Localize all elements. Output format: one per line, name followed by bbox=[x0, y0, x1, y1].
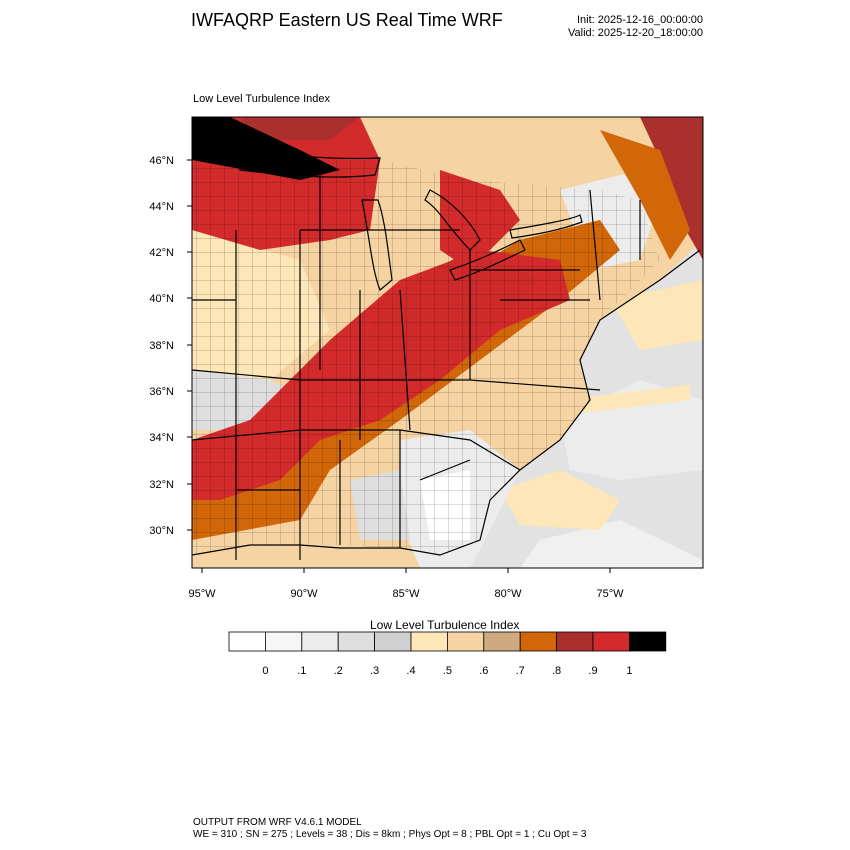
colorbar-swatch bbox=[446, 631, 485, 652]
init-valid-times: Init: 2025-12-16_00:00:00 Valid: 2025-12… bbox=[568, 14, 703, 40]
model-footer: OUTPUT FROM WRF V4.6.1 MODEL WE = 310 ; … bbox=[193, 817, 586, 841]
colorbar-swatch bbox=[410, 631, 448, 652]
colorbar-label: .6 bbox=[479, 665, 488, 677]
plot-title: IWFAQRP Eastern US Real Time WRF bbox=[191, 10, 503, 30]
colorbar-label: .9 bbox=[588, 665, 597, 677]
lat-label: 40°N bbox=[149, 293, 174, 305]
colorbar-swatch bbox=[483, 631, 521, 652]
lat-axis bbox=[187, 159, 192, 531]
colorbar-label: .7 bbox=[516, 665, 525, 677]
lat-label: 30°N bbox=[149, 525, 174, 537]
lon-label: 90°W bbox=[290, 588, 318, 600]
init-time: Init: 2025-12-16_00:00:00 bbox=[577, 14, 703, 26]
map-subtitle: Low Level Turbulence Index bbox=[193, 93, 330, 105]
lat-label: 36°N bbox=[149, 386, 174, 398]
colorbar-label: 1 bbox=[626, 665, 632, 677]
lat-label: 38°N bbox=[149, 340, 174, 352]
valid-time: Valid: 2025-12-20_18:00:00 bbox=[568, 27, 703, 39]
lat-label: 46°N bbox=[149, 155, 174, 167]
map-field bbox=[192, 117, 703, 568]
colorbar-swatch bbox=[264, 631, 303, 652]
lat-label: 34°N bbox=[149, 432, 174, 444]
lon-label: 95°W bbox=[188, 588, 216, 600]
colorbar-label: 0 bbox=[262, 665, 268, 677]
lon-label: 85°W bbox=[392, 588, 420, 600]
colorbar-title: Low Level Turbulence Index bbox=[370, 618, 520, 632]
colorbar-label: .5 bbox=[443, 665, 452, 677]
colorbar-swatch bbox=[519, 631, 558, 652]
footer-line-1: OUTPUT FROM WRF V4.6.1 MODEL bbox=[193, 817, 362, 828]
colorbar-swatch bbox=[629, 631, 667, 652]
footer-line-2: WE = 310 ; SN = 275 ; Levels = 38 ; Dis … bbox=[193, 829, 587, 840]
lat-label: 44°N bbox=[149, 201, 174, 213]
lon-label: 75°W bbox=[596, 588, 624, 600]
colorbar-label: .3 bbox=[370, 665, 379, 677]
colorbar-swatch bbox=[556, 631, 594, 652]
colorbar-swatch bbox=[592, 631, 630, 652]
lat-label: 32°N bbox=[149, 479, 174, 491]
state-borders bbox=[192, 170, 641, 560]
map-frame bbox=[191, 116, 704, 569]
colorbar-label: .8 bbox=[552, 665, 561, 677]
lat-label: 42°N bbox=[149, 247, 174, 259]
colorbar-label: .1 bbox=[297, 665, 306, 677]
colorbar-label: .4 bbox=[406, 665, 415, 677]
colorbar-swatch bbox=[374, 631, 412, 652]
colorbar-swatch bbox=[228, 631, 266, 652]
colorbar-swatch bbox=[337, 631, 376, 652]
colorbar bbox=[228, 631, 667, 652]
lon-axis bbox=[201, 568, 611, 573]
colorbar-label: .2 bbox=[334, 665, 343, 677]
colorbar-swatch bbox=[301, 631, 339, 652]
lon-label: 80°W bbox=[494, 588, 522, 600]
